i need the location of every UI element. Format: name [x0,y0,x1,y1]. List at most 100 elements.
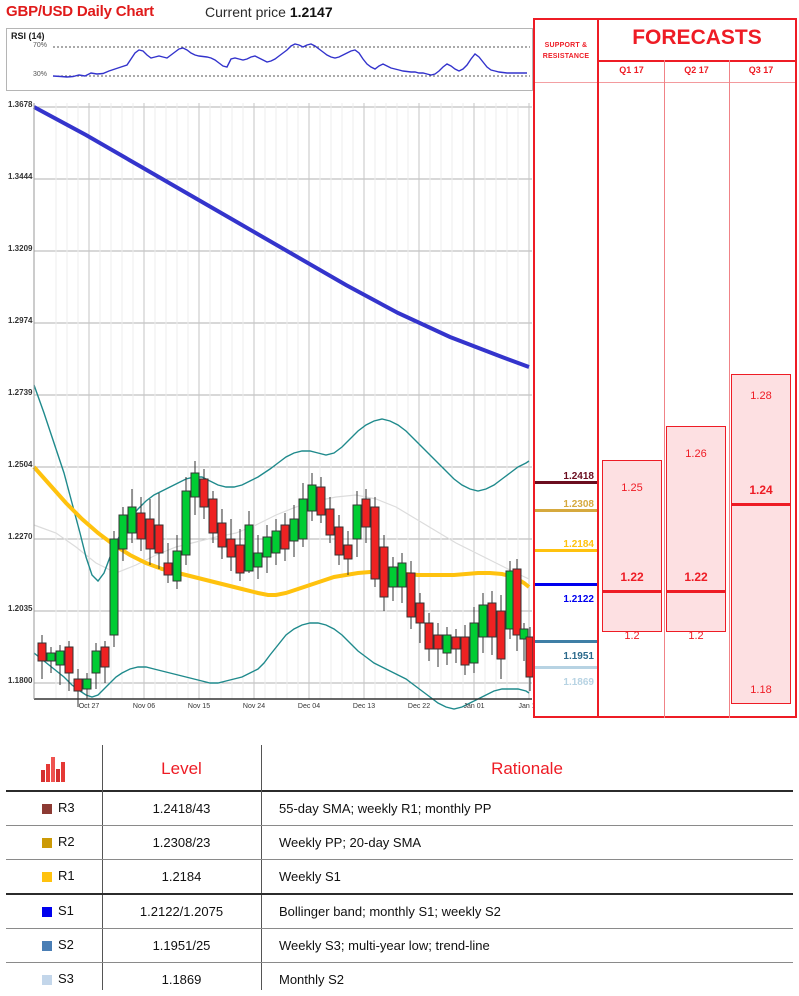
sr-level-s2-value: 1.1951 [563,651,594,662]
table-row-divider [6,893,793,895]
current-price-label: Current price [205,4,286,20]
sr-level-r1-value: 1.2184 [563,539,594,550]
row-level-value: 1.2184 [161,869,202,884]
sr-title-line2: RESISTANCE [542,53,590,60]
page-header: GBP/USD Daily Chart Current price 1.2147 [0,0,799,26]
forecast-high-q1: 1.25 [621,482,643,494]
row-color-swatch [42,872,52,882]
forecast-band-q1 [602,460,662,632]
table-row[interactable]: S2 1.1951/25 Weekly S3; multi-year low; … [6,929,793,962]
x-label-0: Oct 27 [78,703,100,710]
forecast-band-q3 [731,374,791,704]
sr-level-r2: 1.2308 [535,490,597,512]
forecasts-header-rule [599,60,795,62]
rsi-lower-tick: 30% [33,71,48,78]
row-rationale: Bollinger band; monthly S1; weekly S2 [279,904,501,919]
sr-level-s1-value: 1.2122 [563,594,594,605]
forecast-target-q1: 1.22 [620,570,644,584]
row-level-value: 1.1869 [161,972,202,987]
sr-level-r1-bar [535,549,597,552]
row-level-value: 1.1951/25 [152,938,211,953]
table-row[interactable]: S1 1.2122/1.2075 Bollinger band; monthly… [6,895,793,928]
row-rationale: Weekly S1 [279,869,341,884]
row-level-name: R2 [58,834,75,849]
forecast-target-line-q1 [602,590,662,593]
support-resistance-column: SUPPORT & RESISTANCE 1.2418 1.2308 1.218… [533,18,599,718]
table-row[interactable]: S3 1.1869 Monthly S2 [6,963,793,996]
row-level-name: R1 [58,868,75,883]
x-label-6: Dec 22 [407,703,431,710]
row-level-value: 1.2418/43 [152,801,211,816]
row-color-swatch [42,838,52,848]
table-row-divider [6,928,793,929]
sr-level-s3: 1.1869 [535,666,597,688]
table-icon-cell [6,745,102,792]
sr-level-r2-bar [535,509,597,512]
forecast-col-label-q2: Q2 17 [684,65,709,75]
y-label-5: 1.2504 [8,460,33,469]
forecast-target-q3: 1.24 [749,483,773,497]
price-chart-plot [32,103,533,710]
row-color-swatch [42,941,52,951]
x-label-1: Nov 06 [132,703,156,710]
price-chart: 1.3678 1.3444 1.3209 1.2974 1.2739 1.250… [6,95,540,715]
sr-level-r1: 1.2184 [535,530,597,552]
row-level-name: S2 [58,937,74,952]
forecast-low-q1: 1.2 [624,630,640,642]
sr-level-r3-value: 1.2418 [563,471,594,482]
current-price: Current price 1.2147 [205,4,333,20]
forecast-target-q2: 1.22 [684,570,708,584]
forecast-band-q2 [666,426,726,632]
table-row-divider [6,859,793,860]
rsi-panel: RSI (14) 70% 30% [6,28,533,91]
row-rationale: Weekly PP; 20-day SMA [279,835,422,850]
x-label-8: Jan 10 [518,703,540,710]
row-color-swatch [42,907,52,917]
x-label-3: Nov 24 [242,703,266,710]
y-label-8: 1.1800 [8,676,33,685]
table-row[interactable]: R3 1.2418/43 55-day SMA; weekly R1; mont… [6,792,793,825]
table-header-level: Level [161,758,202,778]
sr-level-s1-bar [535,583,597,586]
row-rationale: Monthly S2 [279,972,345,987]
forecasts-panel: FORECASTS Q1 17 Q2 17 Q3 17 1.25 1.22 1.… [599,18,797,718]
forecasts-subheader-rule [599,82,795,83]
levels-table: Level Rationale R3 1.2418/43 55-day SMA;… [6,745,793,990]
table-row[interactable]: R2 1.2308/23 Weekly PP; 20-day SMA [6,826,793,859]
bar-chart-icon [41,757,65,782]
forecast-high-q3: 1.28 [750,390,772,402]
row-level-name: S1 [58,903,74,918]
y-label-7: 1.2035 [8,604,33,613]
x-label-4: Dec 04 [297,703,321,710]
table-vrule-1 [102,745,103,990]
sr-level-s2: 1.1951 [535,640,597,662]
table-vrule-2 [261,745,262,990]
forecasts-title: FORECASTS [632,26,762,49]
rsi-label: RSI (14) [11,31,45,41]
sr-level-s2-bar [535,640,597,643]
forecast-col-label-q3: Q3 17 [748,65,774,75]
forecast-col-label-q1: Q1 17 [619,65,644,75]
rsi-plot [52,43,530,78]
support-resistance-title: SUPPORT & RESISTANCE [535,40,597,62]
y-label-6: 1.2270 [8,532,33,541]
x-label-7: Jan 01 [463,703,485,710]
y-label-0: 1.3678 [8,100,33,109]
table-row-divider [6,962,793,963]
row-level-name: R3 [58,800,75,815]
row-level-value: 1.2308/23 [152,835,211,850]
table-header-rationale: Rationale [491,758,563,778]
page-title: GBP/USD Daily Chart [6,3,154,20]
sr-level-r3: 1.2418 [535,462,597,484]
y-label-1: 1.3444 [8,172,33,181]
sr-level-s3-bar [535,666,597,669]
table-row[interactable]: R1 1.2184 Weekly S1 [6,860,793,893]
row-level-name: S3 [58,971,74,986]
rsi-upper-tick: 70% [33,42,48,49]
sr-title-line1: SUPPORT & [544,42,588,49]
table-header-rule [6,790,793,792]
sr-level-r2-value: 1.2308 [563,499,594,510]
forecast-low-q3: 1.18 [750,684,772,696]
table-row-divider [6,825,793,826]
